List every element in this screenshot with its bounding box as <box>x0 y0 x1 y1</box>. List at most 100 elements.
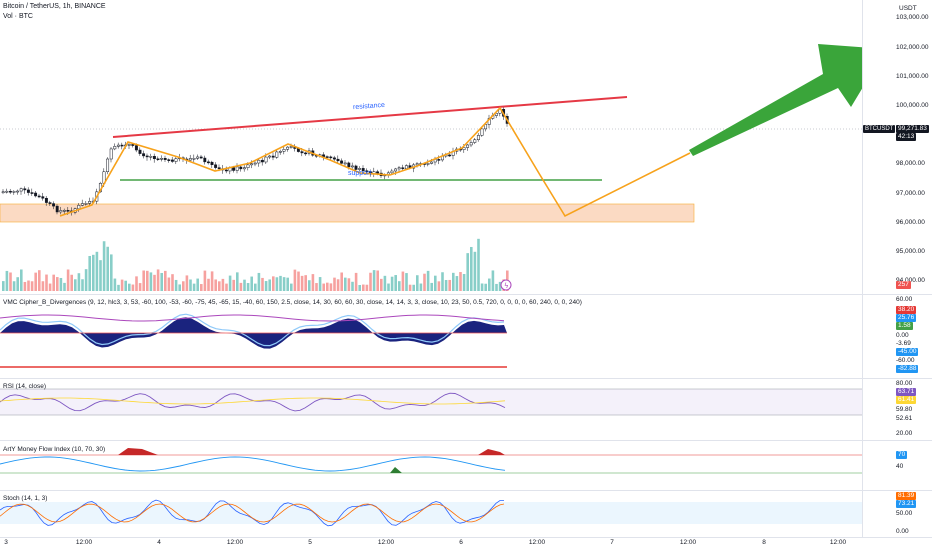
candle <box>138 149 142 154</box>
volume-bar <box>459 272 462 291</box>
stoch-pane[interactable] <box>0 499 862 527</box>
pane-separator[interactable] <box>0 490 932 491</box>
candle <box>210 161 214 166</box>
time-tick: 12:00 <box>679 539 697 546</box>
time-tick: 7 <box>610 539 614 546</box>
candle <box>397 167 401 170</box>
volume-bar <box>254 283 257 291</box>
time-tick: 12:00 <box>829 539 847 546</box>
volume-bar <box>59 277 63 291</box>
candle <box>462 147 466 150</box>
volume-bar <box>272 276 275 291</box>
volume-bar <box>52 274 55 291</box>
lightning-icon[interactable] <box>500 279 512 291</box>
stoch-axis-value: 81.39 <box>896 492 917 500</box>
volume-bar <box>430 282 433 291</box>
candle <box>264 156 268 163</box>
volume-bar <box>246 283 250 291</box>
demand-zone[interactable] <box>0 203 695 223</box>
pane-separator[interactable] <box>0 378 932 379</box>
rsi-title[interactable]: RSI (14, close) <box>3 383 46 390</box>
candle <box>16 190 20 193</box>
volume-bar <box>495 283 498 291</box>
price-tick: 103,000.00 <box>896 14 929 22</box>
volume-bar <box>376 270 379 291</box>
candle <box>476 135 480 140</box>
volume-bar <box>434 275 437 291</box>
mfi-pane[interactable] <box>0 448 862 474</box>
volume-bar <box>174 279 178 291</box>
candle <box>214 164 218 168</box>
volume-bar <box>275 277 279 291</box>
volume-bar <box>390 276 394 291</box>
candle <box>300 151 304 154</box>
volume-bar <box>250 276 253 291</box>
rsi-axis-value: 59.80 <box>896 406 913 413</box>
volume-bar <box>322 283 325 291</box>
volume-bar <box>34 272 37 291</box>
volume-bar <box>416 275 419 291</box>
volume-bar <box>120 279 124 291</box>
chart-canvas[interactable]: ϟ <box>0 0 862 538</box>
price-tick: 96,000.00 <box>896 218 925 226</box>
volume-bar <box>182 281 185 291</box>
volume-bar <box>128 283 131 291</box>
volume-bar <box>279 275 282 291</box>
price-tick: 100,000.00 <box>896 102 929 109</box>
vmc-pane[interactable] <box>0 313 507 368</box>
candle <box>77 205 81 209</box>
volume-bar <box>192 283 196 291</box>
mfi-title[interactable]: ArtY Money Flow Index (10, 70, 30) <box>3 446 106 453</box>
volume-bar <box>156 269 160 291</box>
candle <box>354 165 358 170</box>
candle <box>206 161 210 164</box>
price-axis[interactable]: USDT 103,000.00 102,000.00 101,000.00 100,0… <box>862 0 932 538</box>
volume-bar <box>405 273 408 291</box>
volume-bar <box>135 276 138 291</box>
volume-bar <box>365 284 369 291</box>
resistance-line[interactable] <box>112 96 628 138</box>
projection-path[interactable] <box>59 106 691 218</box>
pane-separator[interactable] <box>0 440 932 441</box>
target-arrow[interactable] <box>689 44 862 156</box>
volume-bar <box>344 277 347 291</box>
volume-bar <box>210 271 214 291</box>
volume-bar <box>466 253 469 291</box>
volume-bar <box>146 270 149 291</box>
volume-bar <box>470 246 473 291</box>
pane-separator[interactable] <box>0 294 932 295</box>
vmc-axis-value: -3.69 <box>896 340 911 347</box>
candle <box>174 158 178 162</box>
rsi-pane[interactable] <box>0 388 862 416</box>
candle <box>232 167 236 171</box>
candle <box>203 157 207 163</box>
volume-bar <box>455 276 459 291</box>
vmc-title[interactable]: VMC Cipher_B_Divergences (9, 12, hlc3, 3… <box>3 299 582 306</box>
candle <box>41 196 45 199</box>
volume-legend[interactable]: Vol · BTC <box>3 13 33 20</box>
volume-bar <box>20 269 23 291</box>
candle <box>37 195 41 198</box>
vmc-axis-value: 25.76 <box>896 314 917 322</box>
candle <box>473 139 477 143</box>
candle <box>52 203 56 207</box>
candle <box>390 170 394 174</box>
candle <box>304 152 308 155</box>
volume-bar <box>354 272 358 291</box>
volume-bar <box>30 281 34 291</box>
mfi-overbought-fill <box>478 449 505 455</box>
stoch-title[interactable]: Stoch (14, 1, 3) <box>3 495 48 502</box>
candle <box>44 197 48 203</box>
volume-bar <box>77 273 81 291</box>
candle <box>156 158 160 161</box>
volume-bar <box>419 283 423 291</box>
stoch-axis-value: 0.00 <box>896 528 909 535</box>
candle <box>66 210 70 212</box>
candle <box>84 203 88 205</box>
volume-bar <box>412 284 415 291</box>
candle <box>494 113 498 116</box>
symbol-title[interactable]: Bitcoin / TetherUS, 1h, BINANCE <box>3 3 106 10</box>
volume-bar <box>88 255 91 291</box>
volume-bar <box>297 271 300 291</box>
vmc-wave-line <box>0 313 505 347</box>
